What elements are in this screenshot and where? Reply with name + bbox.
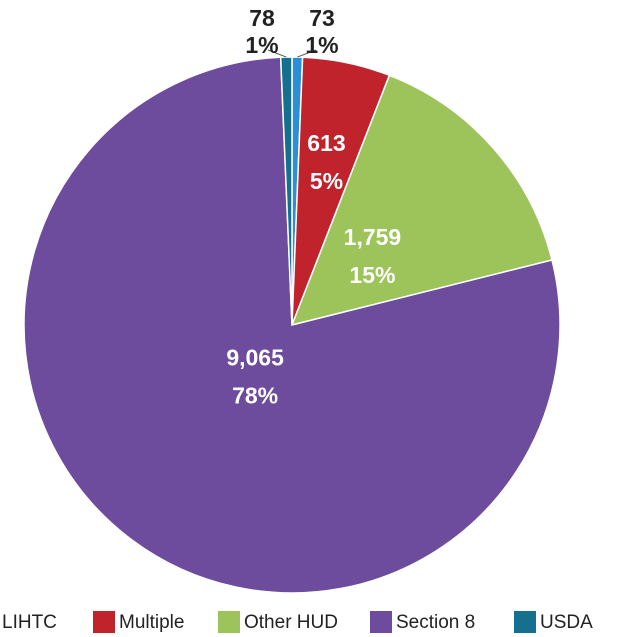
leader-line <box>297 49 317 58</box>
value-label: 78 <box>249 5 275 31</box>
legend-label: Other HUD <box>244 612 338 633</box>
legend-swatch <box>514 611 536 633</box>
legend-label: Multiple <box>119 612 184 633</box>
legend-label: LIHTC <box>2 612 57 633</box>
percent-label: 5% <box>310 168 343 194</box>
value-label: 1,759 <box>344 224 402 250</box>
value-label: 613 <box>307 130 345 156</box>
pie-slice <box>23 56 561 594</box>
legend-swatch <box>218 611 240 633</box>
pie-slice <box>290 74 553 327</box>
value-label: 9,065 <box>226 344 284 370</box>
percent-label: 1% <box>305 32 338 58</box>
value-label: 73 <box>309 5 335 31</box>
percent-label: 15% <box>349 262 395 288</box>
percent-label: 78% <box>232 382 278 408</box>
legend-label: USDA <box>540 612 593 633</box>
legend-swatch <box>370 611 392 633</box>
percent-label: 1% <box>245 32 278 58</box>
pie-slice <box>279 56 293 326</box>
legend-label: Section 8 <box>396 612 475 633</box>
legend-swatch <box>93 611 115 633</box>
leader-line <box>267 49 287 58</box>
